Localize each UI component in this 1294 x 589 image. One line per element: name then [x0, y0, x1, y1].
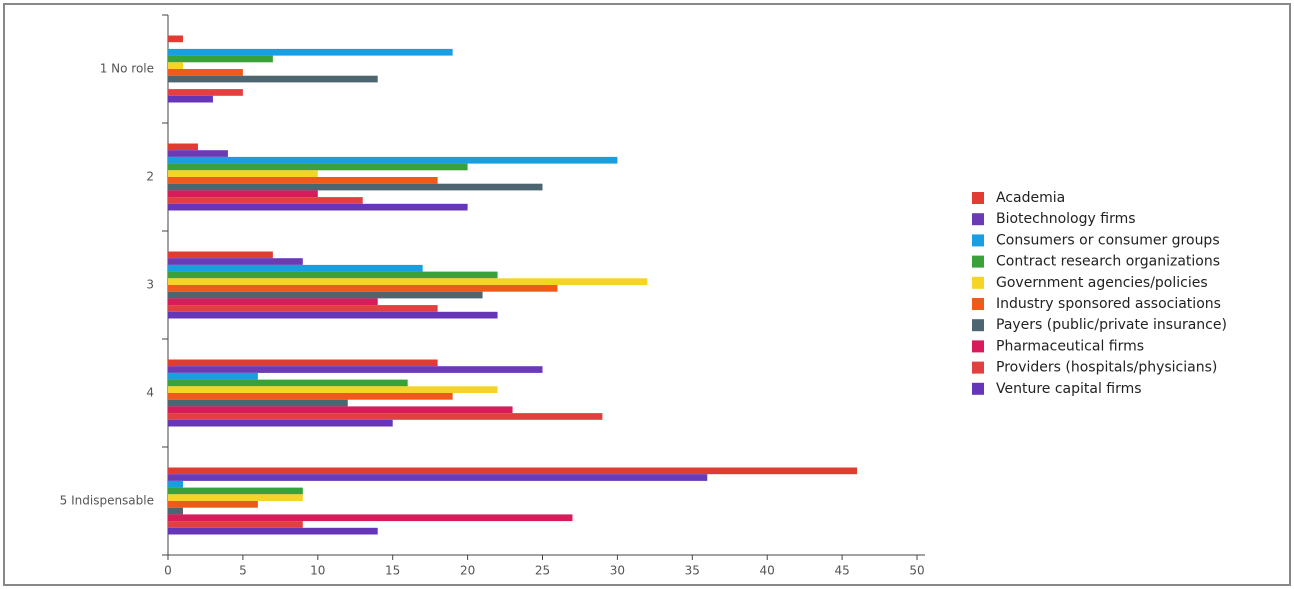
bar: [168, 35, 183, 43]
legend-label: Venture capital firms: [996, 381, 1142, 397]
x-tick-label: 5: [239, 564, 247, 578]
bar: [168, 379, 408, 387]
bar: [168, 366, 543, 373]
bar: [168, 393, 453, 400]
legend-label: Industry sponsored associations: [996, 296, 1221, 312]
bar: [168, 406, 513, 414]
legend-label: Pharmaceutical firms: [996, 338, 1144, 354]
bar: [168, 305, 438, 312]
bar: [168, 69, 243, 76]
x-tick-label: 20: [460, 564, 475, 578]
legend-label: Government agencies/policies: [996, 275, 1208, 291]
x-tick-label: 45: [834, 564, 849, 578]
bar: [168, 48, 453, 56]
legend-swatch: [972, 213, 984, 226]
x-tick-label: 0: [164, 564, 172, 578]
frame: [3, 3, 1291, 586]
bar: [168, 399, 348, 407]
bar: [168, 386, 498, 393]
bar: [168, 521, 303, 528]
x-tick-label: 50: [909, 564, 924, 578]
x-tick-label: 25: [535, 564, 550, 578]
bar: [168, 170, 318, 177]
bar: [168, 89, 243, 96]
bar: [168, 291, 483, 299]
legend-label: Contract research organizations: [996, 254, 1220, 270]
bar: [168, 163, 468, 171]
bar: [168, 494, 303, 501]
bar: [168, 156, 618, 164]
y-tick-label: 1 No role: [100, 62, 154, 76]
bar: [168, 197, 363, 204]
legend-swatch: [972, 361, 984, 374]
bar: [168, 177, 438, 184]
y-tick-label: 5 Indispensable: [60, 494, 154, 508]
bar: [168, 258, 303, 265]
bar: [168, 298, 378, 306]
bar: [168, 419, 393, 427]
y-tick-label: 3: [146, 278, 154, 292]
bar: [168, 372, 258, 380]
bar: [168, 203, 468, 211]
bar: [168, 190, 318, 198]
legend-swatch: [972, 255, 984, 268]
bar: [168, 143, 198, 151]
bar: [168, 264, 423, 272]
bar: [168, 311, 498, 319]
bar: [168, 278, 648, 285]
bar: [168, 150, 228, 157]
bar: [168, 271, 498, 279]
legend-swatch: [972, 276, 984, 289]
bar: [168, 487, 303, 495]
legend-swatch: [972, 340, 984, 353]
bar: [168, 75, 378, 83]
bar: [168, 474, 708, 481]
legend-swatch: [972, 234, 984, 247]
legend-swatch: [972, 382, 984, 395]
bar: [168, 480, 183, 488]
x-tick-label: 30: [610, 564, 625, 578]
bar: [168, 413, 603, 420]
bar: [168, 501, 258, 508]
bar: [168, 359, 438, 367]
legend-swatch: [972, 192, 984, 204]
x-tick-label: 40: [760, 564, 775, 578]
legend-label: Biotechnology firms: [996, 211, 1136, 227]
bar: [168, 55, 273, 63]
bar: [168, 285, 558, 292]
bar: [168, 514, 573, 522]
legend-label: Consumers or consumer groups: [996, 232, 1220, 248]
bar: [168, 507, 183, 515]
y-tick-label: 4: [146, 386, 154, 400]
y-tick-label: 2: [146, 170, 154, 184]
x-tick-label: 35: [685, 564, 700, 578]
bar: [168, 527, 378, 535]
x-tick-label: 15: [385, 564, 400, 578]
bar: [168, 95, 213, 103]
bar: [168, 251, 273, 259]
legend-label: Academia: [996, 190, 1065, 206]
x-tick-label: 10: [310, 564, 325, 578]
legend-swatch: [972, 298, 984, 310]
legend-swatch: [972, 319, 984, 332]
bar: [168, 62, 183, 69]
legend-label: Providers (hospitals/physicians): [996, 360, 1217, 376]
bar: [168, 183, 543, 191]
bar: [168, 467, 858, 475]
legend-label: Payers (public/private insurance): [996, 317, 1227, 333]
